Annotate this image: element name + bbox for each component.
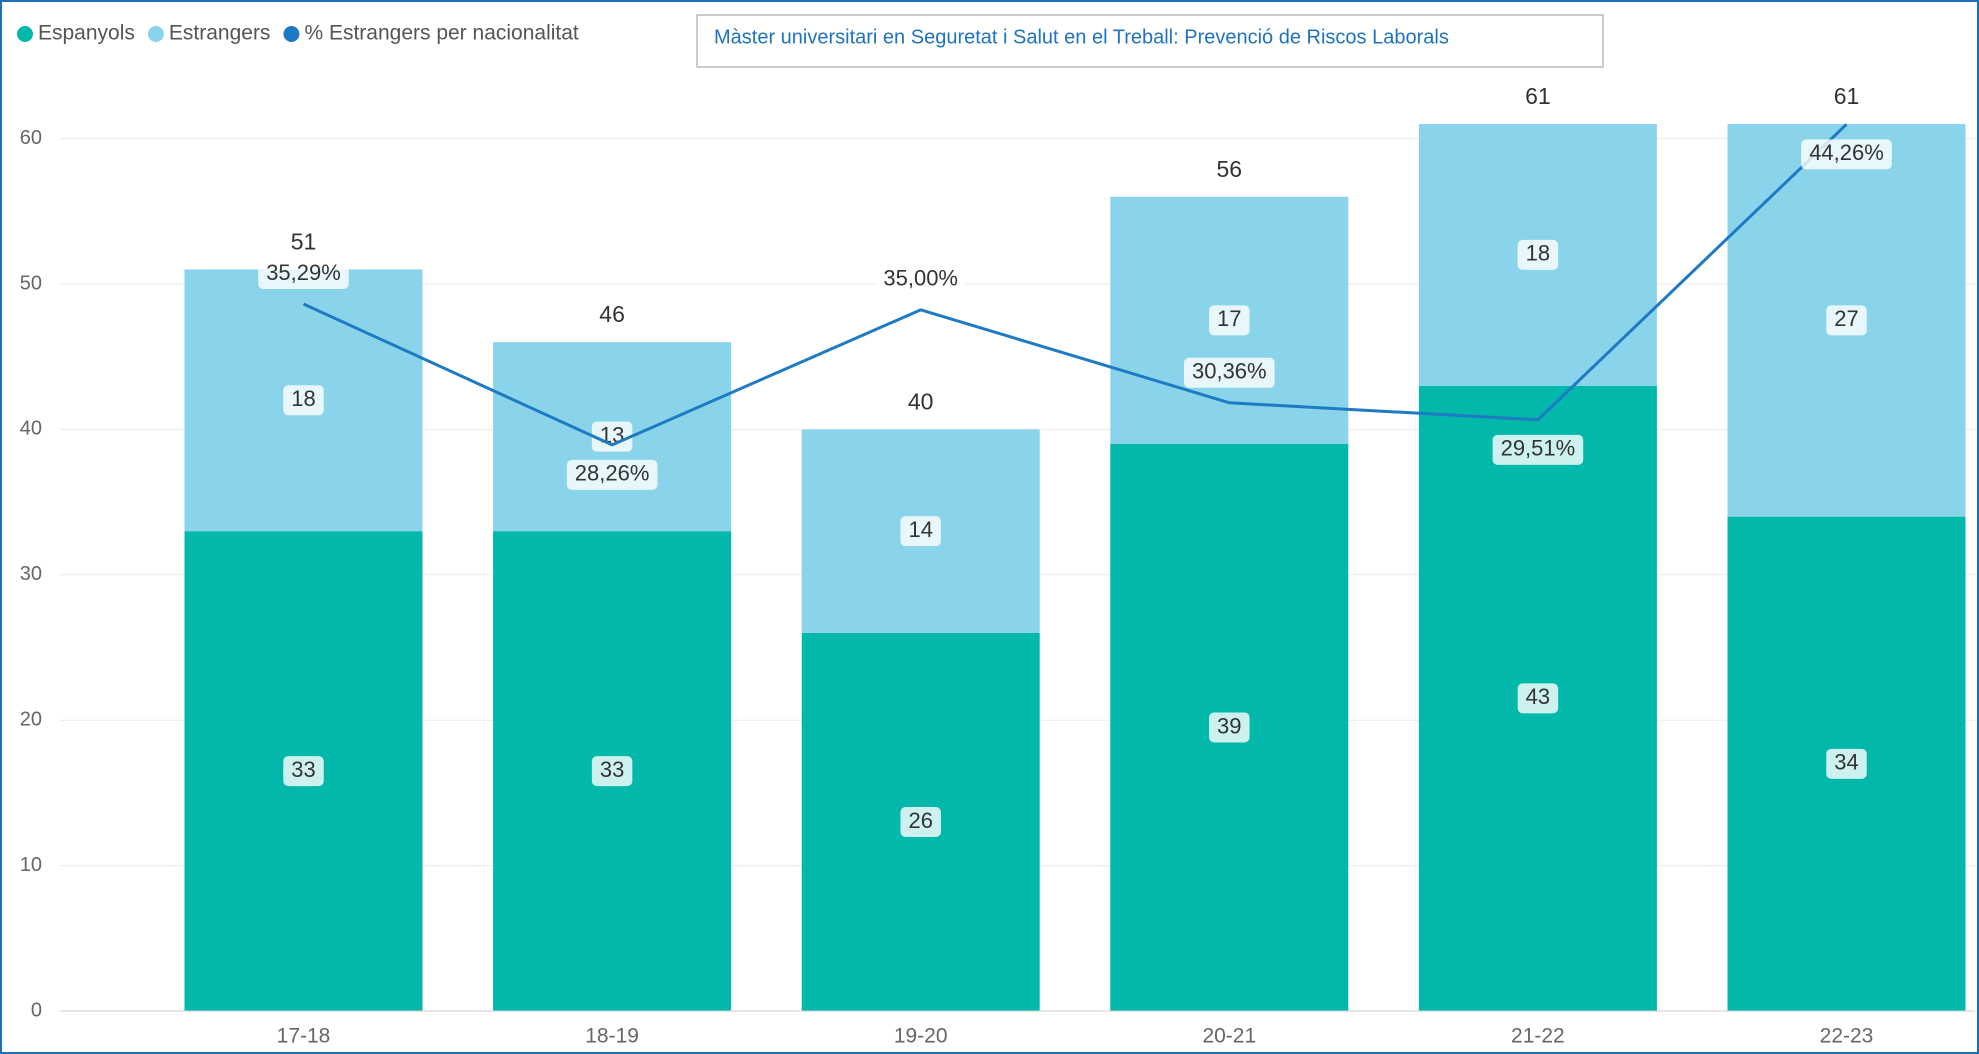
- data-label-bg: [283, 385, 324, 416]
- legend-marker: [147, 26, 164, 42]
- data-label-bg: [591, 756, 633, 787]
- x-tick-label: 19-20: [894, 1025, 948, 1048]
- data-label-text: 18: [1526, 241, 1550, 266]
- x-tick-label: 17-18: [277, 1025, 331, 1048]
- total-label: 46: [599, 301, 625, 327]
- data-label-text: 33: [600, 757, 624, 782]
- data-label: 14: [900, 516, 941, 547]
- data-label-bg: [258, 259, 349, 290]
- data-label-bg: [900, 516, 941, 547]
- line: [302, 123, 1848, 447]
- data-label: 18: [283, 385, 324, 416]
- y-tick-label: 60: [20, 127, 42, 149]
- y-tick-label: 0: [31, 999, 42, 1021]
- data-label-text: 17: [1217, 306, 1241, 331]
- total-label: 40: [908, 388, 934, 414]
- chart-title: Màster universitari en Seguretat i Salut…: [714, 26, 1449, 48]
- data-label-bg: [1826, 748, 1867, 779]
- data-label-bg: [283, 756, 324, 787]
- data-label: 34: [1826, 748, 1867, 779]
- legend-label: Espanyols: [38, 22, 135, 45]
- data-label: 13: [591, 421, 633, 452]
- legend-marker: [17, 26, 33, 42]
- legend-label: Estrangers: [169, 22, 271, 45]
- data-label: 28,26%: [566, 459, 658, 490]
- data-label-bg: [566, 459, 658, 490]
- data-label-bg: [1209, 712, 1250, 743]
- data-label-text: 33: [291, 757, 315, 782]
- data-label: 26: [900, 806, 941, 837]
- data-label-bg: [1826, 305, 1867, 336]
- data-label-text: 14: [908, 517, 932, 542]
- total-label: 61: [1834, 83, 1860, 109]
- total-label: 56: [1217, 156, 1243, 182]
- data-label: 17: [1209, 305, 1250, 336]
- data-label-bg: [1517, 683, 1559, 714]
- data-label-text: 43: [1526, 684, 1550, 709]
- y-tick-label: 20: [20, 708, 42, 730]
- data-label: 30,36%: [1183, 357, 1275, 388]
- data-label-bg: [1801, 139, 1892, 170]
- data-label-text: 18: [291, 386, 315, 411]
- title-box: [696, 14, 1604, 68]
- data-label-bg: [1492, 434, 1584, 465]
- legend-label: % Estrangers per nacionalitat: [304, 22, 578, 45]
- x-tick-label: 21-22: [1511, 1025, 1565, 1048]
- data-label: 35,00%: [875, 264, 967, 295]
- x-tick-label: 22-23: [1820, 1025, 1874, 1048]
- data-label-bg: [900, 806, 941, 837]
- data-label: 29,51%: [1492, 434, 1584, 465]
- data-label: 33: [283, 756, 324, 787]
- data-label: 35,29%: [258, 259, 349, 290]
- data-label-text: 44,26%: [1809, 140, 1884, 165]
- total-label: 51: [291, 229, 317, 255]
- data-label-text: 29,51%: [1501, 436, 1576, 461]
- data-label-text: 35,29%: [266, 260, 341, 285]
- data-label-text: 34: [1834, 750, 1858, 775]
- x-tick-label: 20-21: [1202, 1025, 1256, 1048]
- data-label: 33: [591, 756, 633, 787]
- data-label: 39: [1209, 712, 1250, 743]
- data-label-bg: [1183, 357, 1275, 388]
- data-label: 18: [1517, 239, 1559, 270]
- y-tick-label: 30: [20, 563, 42, 585]
- data-label: 43: [1517, 683, 1559, 714]
- data-label-bg: [875, 264, 967, 295]
- y-tick-label: 10: [20, 854, 42, 876]
- data-label-text: 28,26%: [575, 461, 650, 486]
- total-label: 61: [1525, 83, 1551, 109]
- data-label-text: 27: [1834, 306, 1858, 331]
- data-label-text: 30,36%: [1192, 359, 1267, 384]
- legend-marker: [283, 26, 300, 42]
- data-label-text: 39: [1217, 713, 1241, 738]
- data-label: 27: [1826, 305, 1867, 336]
- legend: Espanyols Estrangers % Estrangers per naci…: [17, 22, 579, 45]
- data-label-bg: [591, 421, 633, 452]
- data-label: 44,26%: [1801, 139, 1892, 170]
- data-label-bg: [1517, 239, 1559, 270]
- data-label-text: 26: [908, 808, 932, 833]
- data-label-text: 35,00%: [883, 266, 958, 291]
- y-tick-label: 50: [20, 272, 42, 294]
- data-label-bg: [1209, 305, 1250, 336]
- y-tick-label: 40: [20, 418, 42, 440]
- x-tick-label: 18-19: [585, 1025, 639, 1048]
